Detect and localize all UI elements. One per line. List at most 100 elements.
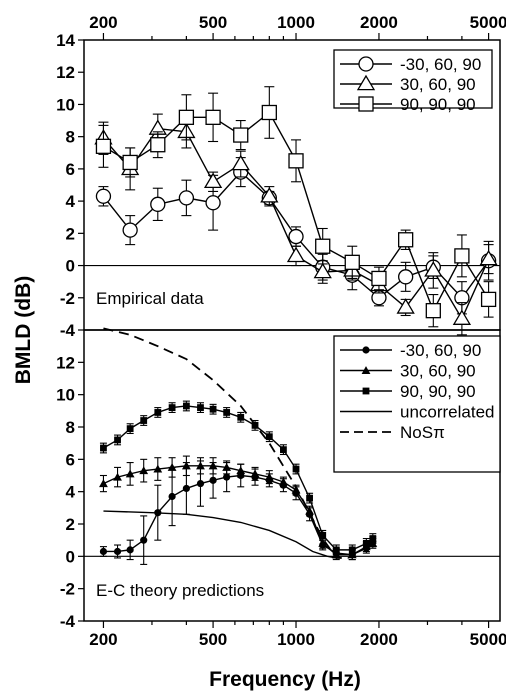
series-empirical-2	[95, 86, 497, 328]
data-point	[398, 269, 414, 285]
data-point	[288, 153, 304, 169]
data-point	[126, 546, 134, 554]
series-theory-3	[103, 510, 337, 559]
theory-panel: -4 -2 0 2 4 6 8 10 12 200 500 1000 2000 5000 E-C theor…	[56, 327, 506, 649]
data-point	[452, 309, 472, 325]
data-point	[168, 404, 176, 411]
data-point	[196, 479, 205, 488]
data-point	[305, 506, 314, 515]
data-point	[197, 404, 204, 411]
data-point	[95, 138, 112, 154]
data-point	[122, 154, 138, 171]
x-tick-label: 2000	[360, 13, 398, 32]
empirical-panel: -4 -2 0 2 4 6 8 10 12 14 200 500 1000 2000 5000 Empiric…	[56, 13, 506, 340]
data-point	[288, 228, 304, 245]
data-point	[167, 463, 177, 471]
data-point	[425, 303, 441, 319]
y-tick-label: 12	[56, 63, 75, 82]
y-tick-label: -4	[60, 612, 76, 631]
y-tick-label: -2	[60, 580, 75, 599]
data-point	[454, 248, 470, 264]
legend-marker	[358, 96, 374, 112]
data-point	[95, 188, 112, 204]
x-tick-label: 500	[199, 13, 227, 32]
legend-marker	[356, 74, 376, 91]
y-tick-label: 0	[66, 257, 75, 276]
x-tick-label: 2000	[360, 630, 398, 649]
y-tick-label: 2	[66, 224, 75, 243]
data-point	[233, 127, 249, 143]
data-point	[332, 546, 340, 554]
y-tick-label: 4	[66, 483, 76, 502]
data-point	[205, 195, 221, 211]
y-tick-label: 14	[56, 31, 75, 50]
y-tick-label: 0	[66, 547, 75, 566]
x-axis-label: Frequency (Hz)	[209, 668, 361, 691]
data-point	[231, 154, 250, 171]
panel-label: Empirical data	[96, 289, 204, 308]
x-tick-label: 200	[89, 13, 117, 32]
data-point	[286, 246, 306, 263]
series-line	[103, 510, 337, 559]
data-point	[261, 104, 277, 121]
data-point	[209, 405, 217, 413]
y-tick-label: 12	[56, 353, 75, 372]
data-point	[396, 298, 415, 314]
data-point	[168, 492, 176, 501]
data-point	[362, 540, 370, 547]
data-point	[280, 446, 287, 454]
y-tick-label: 4	[66, 192, 76, 211]
legend-marker	[362, 387, 370, 395]
data-point	[313, 262, 332, 279]
data-point	[208, 461, 218, 470]
data-point	[315, 238, 331, 254]
data-point	[480, 291, 497, 308]
y-axis-label: BMLD (dB)	[12, 276, 35, 384]
data-point	[260, 186, 279, 203]
data-point	[292, 465, 300, 473]
data-point	[99, 547, 108, 556]
x-tick-label: 1000	[277, 630, 315, 649]
data-point	[196, 461, 205, 470]
legend-box	[333, 335, 501, 473]
data-point	[250, 469, 260, 478]
data-point	[100, 444, 107, 452]
legend-label: 90, 90, 90	[400, 95, 476, 114]
data-point	[182, 484, 190, 493]
legend-marker	[361, 366, 371, 375]
y-tick-label: 6	[66, 450, 75, 469]
data-point	[205, 109, 221, 125]
panel-label: E-C theory predictions	[96, 581, 264, 600]
data-point	[153, 464, 163, 473]
data-point	[279, 477, 288, 486]
data-point	[371, 270, 387, 287]
data-point	[154, 409, 162, 416]
data-point	[178, 109, 195, 125]
y-tick-label: -4	[60, 321, 76, 340]
data-point	[398, 232, 414, 248]
data-point	[139, 466, 149, 475]
data-point	[222, 463, 232, 471]
data-point	[424, 261, 443, 277]
legend-label: NoSπ	[400, 423, 445, 442]
data-point	[319, 531, 327, 539]
data-point	[348, 546, 356, 554]
legend-marker	[358, 56, 374, 72]
data-point	[122, 222, 138, 238]
data-point	[114, 436, 121, 444]
y-tick-label: 8	[66, 418, 75, 437]
y-tick-label: 8	[66, 128, 75, 147]
x-tick-label: 1000	[277, 13, 315, 32]
y-tick-label: 6	[66, 160, 75, 179]
data-point	[264, 472, 274, 481]
series-empirical-0	[95, 157, 497, 315]
x-tick-label: 5000	[470, 13, 506, 32]
legend-label: uncorrelated	[400, 403, 495, 422]
data-point	[237, 413, 245, 421]
legend-label: 30, 60, 90	[400, 75, 476, 94]
data-point	[344, 254, 360, 270]
data-point	[140, 536, 148, 544]
data-point	[223, 409, 231, 416]
